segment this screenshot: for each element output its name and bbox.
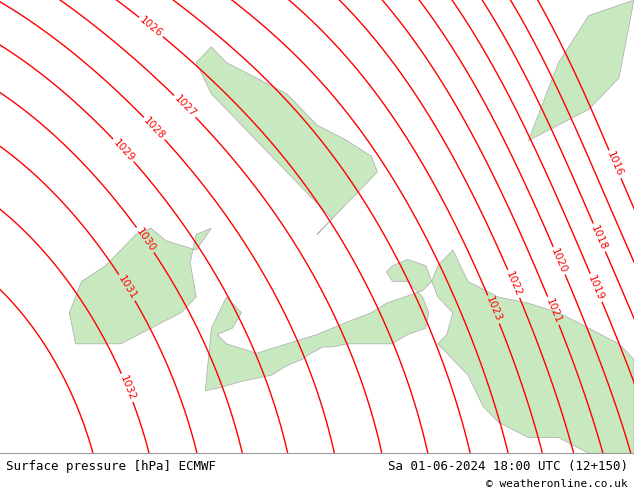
Text: Surface pressure [hPa] ECMWF: Surface pressure [hPa] ECMWF [6, 460, 216, 473]
Text: 1029: 1029 [111, 137, 136, 163]
Text: 1022: 1022 [504, 270, 524, 298]
Text: 1019: 1019 [586, 273, 606, 302]
Polygon shape [205, 259, 432, 391]
Text: Sa 01-06-2024 18:00 UTC (12+150): Sa 01-06-2024 18:00 UTC (12+150) [387, 460, 628, 473]
Text: 1028: 1028 [141, 115, 167, 142]
Text: 1023: 1023 [484, 295, 503, 323]
Polygon shape [197, 47, 377, 234]
Polygon shape [432, 250, 634, 453]
Text: 1016: 1016 [605, 150, 625, 178]
Text: 1030: 1030 [134, 226, 157, 254]
Text: 1032: 1032 [118, 374, 137, 402]
Text: 1026: 1026 [138, 15, 164, 39]
Text: © weatheronline.co.uk: © weatheronline.co.uk [486, 480, 628, 490]
Text: 1020: 1020 [550, 246, 569, 275]
Text: 1018: 1018 [590, 223, 609, 251]
Polygon shape [70, 228, 211, 344]
Text: 1031: 1031 [116, 274, 138, 301]
Text: 1027: 1027 [172, 93, 198, 119]
Polygon shape [528, 0, 634, 141]
Text: 1021: 1021 [544, 296, 563, 325]
